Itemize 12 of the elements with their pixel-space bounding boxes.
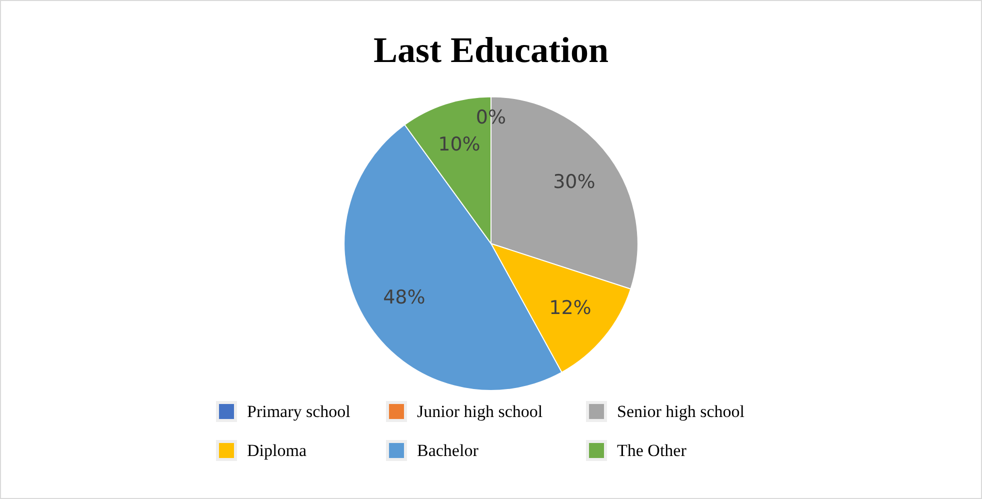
legend-label: Senior high school [617,402,744,422]
legend-label: Primary school [247,402,350,422]
data-label: 10% [438,134,480,156]
text: 0% [476,106,506,129]
chart-title: Last Education [373,30,609,70]
data-label: 12% [549,297,592,320]
legend-label: Bachelor [417,440,478,460]
legend-label: The Other [617,440,686,460]
legend-label: Diploma [247,440,306,460]
data-label: 48% [383,286,426,309]
legend-label: Junior high school [417,402,543,422]
data-label: 30% [553,171,596,194]
